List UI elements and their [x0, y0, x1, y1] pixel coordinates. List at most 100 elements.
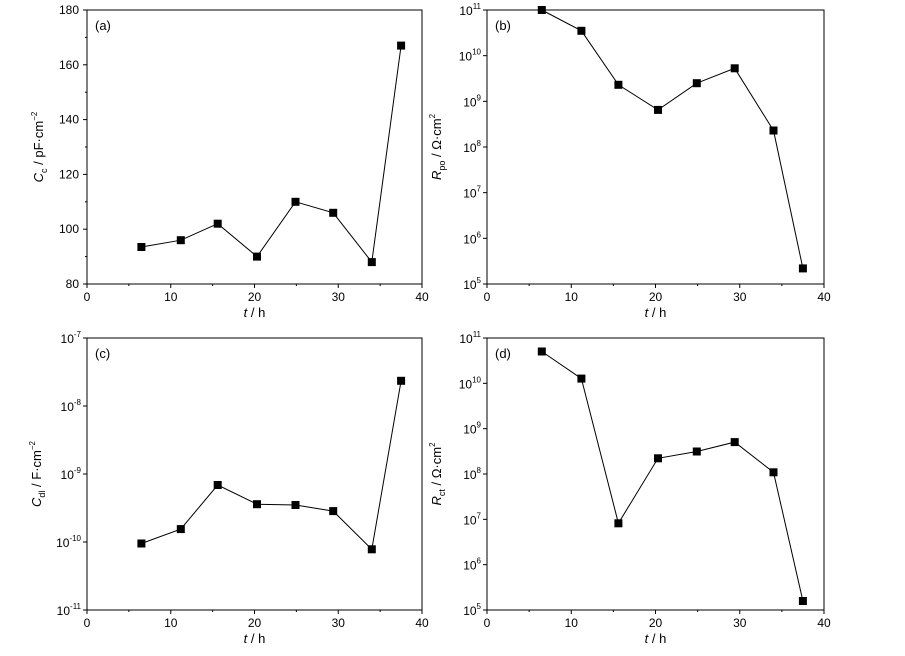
plot-frame	[86, 9, 423, 285]
y-tick-base: 10	[463, 95, 477, 109]
y-tick-exponent: 9	[477, 93, 482, 102]
y-tick-exponent: -9	[74, 466, 82, 475]
x-tick-label: 30	[332, 616, 346, 630]
x-tick-label: 30	[332, 290, 346, 304]
y-tick-base: 10	[463, 513, 477, 527]
data-point	[537, 6, 546, 14]
y-tick-exponent: 10	[472, 48, 481, 57]
data-point	[654, 454, 662, 463]
x-axis-variable: t	[244, 305, 249, 320]
y-tick-base: 10	[463, 141, 477, 155]
y-axis-variable: C	[31, 172, 46, 182]
y-tick-base: 10	[61, 332, 75, 346]
x-tick-label: 0	[84, 616, 91, 630]
y-axis-unit: / Ω·cm	[429, 118, 444, 160]
y-tick-label: 160	[59, 58, 79, 72]
data-point	[654, 105, 662, 114]
y-axis-label: Rpo / Ω·cm2	[428, 113, 447, 180]
y-tick-label: 1011	[459, 330, 481, 346]
y-tick-base: 10	[459, 332, 473, 346]
data-point	[730, 438, 739, 447]
data-point	[253, 252, 261, 261]
panel-label: (c)	[95, 346, 110, 361]
plot-frame	[486, 9, 825, 285]
y-axis-subscript: dl	[37, 491, 47, 498]
y-tick-exponent: 5	[477, 276, 482, 285]
x-axis-unit: / h	[648, 305, 666, 320]
y-axis-unit: / Ω·cm	[429, 447, 444, 489]
data-point	[253, 500, 261, 509]
y-tick-exponent: -11	[70, 602, 82, 611]
x-tick-label: 0	[484, 616, 491, 630]
data-point	[692, 79, 701, 88]
data-point	[367, 258, 376, 267]
y-tick-exponent: -8	[74, 398, 82, 407]
data-point	[329, 208, 338, 217]
y-axis-superscript: −2	[30, 111, 39, 121]
y-tick-label: 105	[463, 276, 481, 292]
series-line	[541, 351, 804, 602]
x-tick-label: 40	[817, 616, 831, 630]
y-tick-label: 108	[463, 139, 481, 155]
data-point	[137, 243, 146, 251]
y-axis-variable: R	[429, 496, 444, 505]
y-tick-label: 80	[66, 277, 80, 291]
x-tick-label: 20	[248, 616, 262, 630]
y-tick-label: 10-9	[61, 466, 82, 482]
y-axis-superscript: 2	[428, 442, 437, 447]
y-tick-exponent: -10	[69, 534, 81, 543]
y-tick-exponent: 7	[477, 511, 482, 520]
y-tick-label: 10-8	[61, 398, 82, 414]
data-point	[176, 525, 185, 534]
y-tick-label: 107	[463, 511, 481, 527]
data-point	[537, 347, 546, 356]
y-tick-label: 10-11	[57, 602, 82, 618]
y-tick-label: 10-10	[56, 534, 81, 550]
y-tick-label: 10-7	[61, 330, 82, 346]
y-tick-base: 10	[463, 187, 477, 201]
y-tick-exponent: 7	[477, 185, 482, 194]
data-point	[176, 236, 185, 245]
y-axis-subscript: c	[39, 168, 49, 173]
data-point	[329, 507, 338, 516]
x-axis-variable: t	[645, 305, 650, 320]
y-axis-subscript: po	[437, 161, 447, 171]
data-point	[137, 539, 146, 548]
y-tick-exponent: 8	[477, 466, 482, 475]
data-point	[213, 481, 222, 489]
data-point	[213, 219, 222, 228]
y-tick-label: 108	[463, 466, 481, 482]
x-tick-label: 20	[649, 616, 663, 630]
data-point	[577, 374, 586, 383]
y-tick-exponent: 11	[473, 330, 482, 339]
data-point	[291, 501, 300, 509]
data-point	[614, 80, 623, 89]
x-axis-label: t / h	[244, 631, 266, 646]
x-tick-label: 0	[484, 290, 491, 304]
y-tick-exponent: 9	[477, 421, 482, 430]
x-axis-unit: / h	[247, 305, 265, 320]
y-axis-label: Cc / pF·cm−2	[30, 111, 49, 182]
y-tick-base: 10	[56, 536, 70, 550]
data-point	[798, 597, 807, 605]
y-tick-base: 10	[459, 377, 473, 391]
y-tick-label: 105	[463, 602, 481, 618]
data-point	[397, 376, 406, 385]
y-axis-superscript: 2	[428, 113, 437, 118]
data-point	[614, 519, 623, 528]
x-tick-label: 40	[415, 616, 429, 630]
x-tick-label: 20	[248, 290, 262, 304]
data-point	[730, 64, 739, 73]
y-axis-label: Rct / Ω·cm2	[428, 442, 447, 506]
y-tick-label: 106	[463, 230, 481, 246]
data-point	[367, 545, 376, 554]
y-tick-exponent: -7	[74, 330, 82, 339]
chart-panel-a: 0 10 20 30 40 80 100 120 140 160 180 (a) t / h Cc / p…	[30, 3, 429, 320]
panel-label: (a)	[95, 18, 111, 33]
x-tick-label: 0	[84, 290, 91, 304]
y-tick-label: 109	[463, 421, 481, 437]
series-line	[141, 45, 402, 264]
y-tick-label: 100	[59, 222, 79, 236]
x-axis-unit: / h	[247, 631, 265, 646]
